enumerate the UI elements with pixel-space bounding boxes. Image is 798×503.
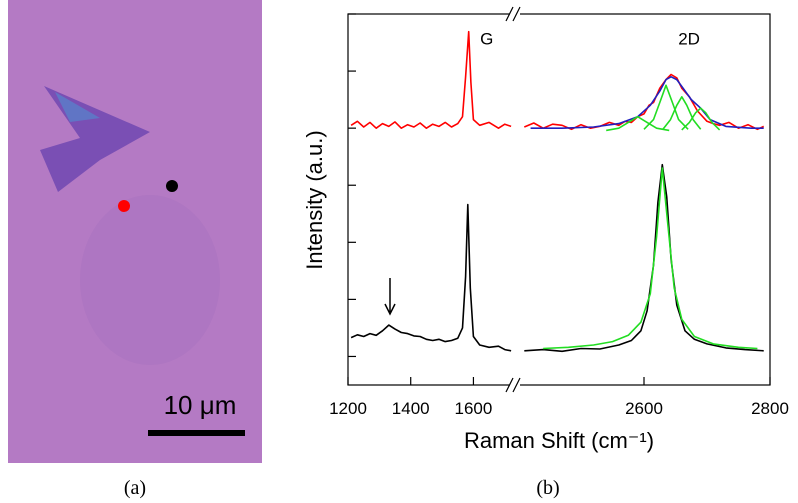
spectrum-line	[681, 107, 721, 131]
peak-label: 2D	[678, 30, 700, 49]
scale-bar-label: 10 μm	[164, 390, 237, 420]
axis-break-gap	[510, 9, 520, 19]
plot-frame	[347, 13, 771, 386]
spectrum-line	[643, 84, 689, 130]
spectrum-line	[543, 167, 758, 350]
x-axis-label: Raman Shift (cm⁻¹)	[464, 428, 654, 453]
x-tick-label: 2800	[751, 399, 789, 418]
d-band-arrow	[384, 278, 396, 316]
x-tick-label: 2600	[625, 399, 663, 418]
film-region	[80, 195, 220, 365]
spectrum-line	[350, 30, 512, 129]
x-tick-label: 1200	[329, 399, 367, 418]
spectrum-line	[350, 203, 512, 352]
micrograph: 10 μm (a)	[8, 0, 262, 499]
y-axis-label: Intensity (a.u.)	[302, 130, 327, 269]
scale-bar	[148, 430, 245, 436]
x-tick-label: 1400	[392, 399, 430, 418]
spectrum-line	[662, 96, 702, 130]
panel-label: (a)	[124, 477, 146, 499]
spectrum-chart: 1200 1400 1600 2600 2800 G 2D Raman Shift (cm⁻¹…	[302, 6, 789, 499]
red-spot	[118, 200, 130, 212]
axis-break-mark	[505, 6, 521, 393]
spectrum-line	[524, 163, 764, 353]
axis-break-gap	[510, 380, 520, 390]
x-tick-label: 1600	[455, 399, 493, 418]
peak-label: G	[480, 30, 493, 49]
panel-label: (b)	[536, 477, 559, 499]
flake-edge	[55, 92, 100, 122]
spectrum-line	[530, 76, 764, 129]
black-spot	[166, 180, 178, 192]
spectrum-line	[606, 115, 670, 132]
